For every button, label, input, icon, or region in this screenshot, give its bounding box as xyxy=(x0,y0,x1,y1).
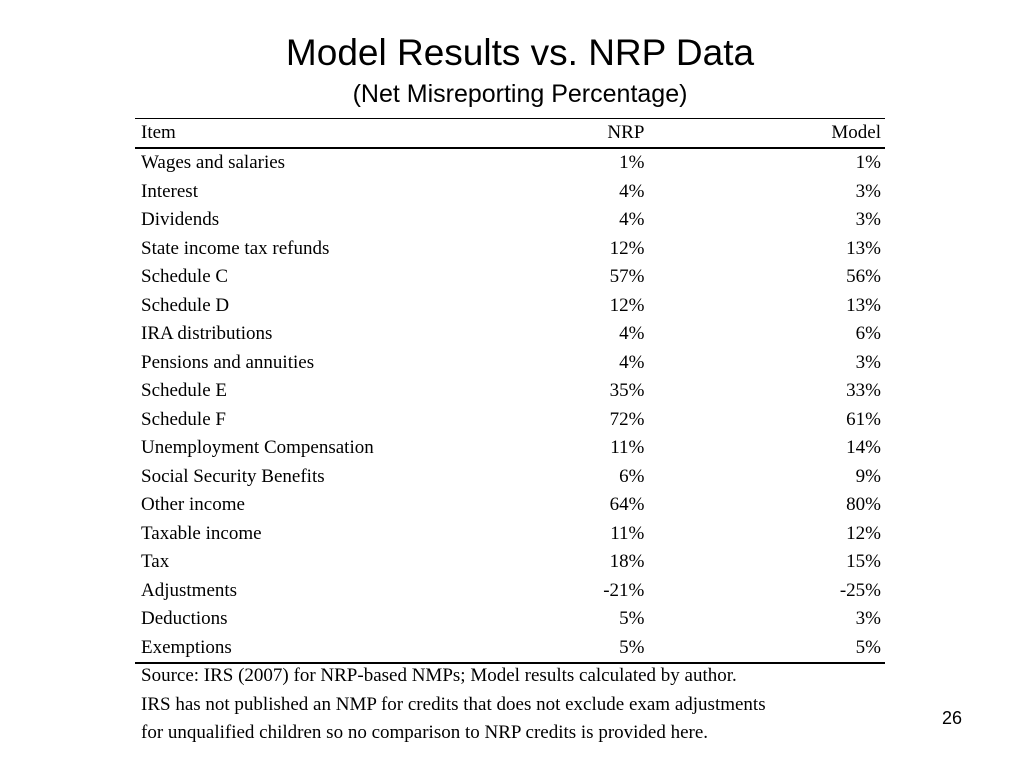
cell-item: Taxable income xyxy=(141,522,262,544)
table-row: Wages and salaries 1% 1% xyxy=(135,148,885,178)
cell-nrp: -21% xyxy=(603,579,645,601)
cell-nrp: 4% xyxy=(619,323,645,345)
header-row: Item NRP Model xyxy=(135,118,885,149)
cell-model: 12% xyxy=(846,522,881,544)
table-row: Tax 18% 15% xyxy=(135,548,885,577)
cell-model: 14% xyxy=(846,437,881,459)
footnote-credits-line-2: for unqualified children so no compariso… xyxy=(141,722,709,743)
cell-item: Schedule F xyxy=(141,408,226,430)
table-body: Wages and salaries 1% 1% Interest 4% 3% Divide… xyxy=(135,148,885,664)
cell-model: 13% xyxy=(846,294,881,316)
cell-item: IRA distributions xyxy=(141,323,273,345)
table-row: Other income 64% 80% xyxy=(135,491,885,520)
cell-item: Exemptions xyxy=(135,633,524,664)
cell-item: Deductions xyxy=(141,608,228,630)
cell-nrp: 4% xyxy=(619,351,645,373)
cell-nrp: 18% xyxy=(609,551,645,573)
cell-item: State income tax refunds xyxy=(141,237,330,259)
cell-nrp: 4% xyxy=(619,180,645,202)
cell-nrp: 11% xyxy=(610,522,645,544)
slide-subtitle: (Net Misreporting Percentage) xyxy=(352,80,688,108)
column-header-model: Model xyxy=(648,118,885,149)
cell-nrp: 12% xyxy=(609,237,645,259)
footnotes: Source: IRS (2007) for NRP-based NMPs; M… xyxy=(141,662,901,748)
cell-item: Other income xyxy=(141,494,245,516)
table-row: State income tax refunds 12% 13% xyxy=(135,235,885,264)
cell-nrp: 12% xyxy=(609,294,645,316)
cell-model: 80% xyxy=(846,494,881,516)
cell-item: Tax xyxy=(141,551,170,573)
cell-item: Wages and salaries xyxy=(141,152,286,174)
table-row: Pensions and annuities 4% 3% xyxy=(135,349,885,378)
cell-nrp: 57% xyxy=(609,266,645,288)
cell-model: 33% xyxy=(846,380,881,402)
cell-model: 5% xyxy=(648,633,885,664)
cell-nrp: 6% xyxy=(619,465,645,487)
cell-nrp: 11% xyxy=(610,437,645,459)
cell-model: -25% xyxy=(839,579,881,601)
cell-item: Social Security Benefits xyxy=(141,465,325,487)
cell-model: 9% xyxy=(855,465,881,487)
page-number: 26 xyxy=(941,708,962,728)
table-row: Deductions 5% 3% xyxy=(135,605,885,634)
footnote-source: Source: IRS (2007) for NRP-based NMPs; M… xyxy=(141,665,737,686)
cell-nrp: 5% xyxy=(619,608,645,630)
cell-item: Dividends xyxy=(141,209,220,231)
cell-model: 61% xyxy=(846,408,881,430)
cell-model: 1% xyxy=(855,152,881,174)
cell-model: 56% xyxy=(846,266,881,288)
cell-model: 3% xyxy=(855,608,881,630)
table-row: Social Security Benefits 6% 9% xyxy=(135,463,885,492)
column-header-nrp: NRP xyxy=(523,118,649,149)
table-row: Adjustments -21% -25% xyxy=(135,577,885,606)
cell-nrp: 4% xyxy=(619,209,645,231)
cell-item: Pensions and annuities xyxy=(141,351,315,373)
cell-model: 3% xyxy=(855,209,881,231)
cell-model: 3% xyxy=(855,351,881,373)
cell-nrp: 35% xyxy=(609,380,645,402)
cell-model: 3% xyxy=(855,180,881,202)
cell-model: 13% xyxy=(846,237,881,259)
cell-nrp: 5% xyxy=(523,633,649,664)
results-table: Item NRP Model Wages and salaries 1% 1% Int… xyxy=(135,118,885,664)
cell-item: Adjustments xyxy=(141,579,238,601)
cell-nrp: 72% xyxy=(609,408,645,430)
table-row: IRA distributions 4% 6% xyxy=(135,320,885,349)
table-header: Item NRP Model xyxy=(135,118,885,149)
cell-item: Schedule E xyxy=(141,380,228,402)
cell-item: Unemployment Compensation xyxy=(141,437,374,459)
cell-nrp: 64% xyxy=(609,494,645,516)
cell-item: Schedule C xyxy=(141,266,229,288)
table-row: Schedule C 57% 56% xyxy=(135,263,885,292)
slide-title: Model Results vs. NRP Data xyxy=(285,32,755,73)
cell-model: 15% xyxy=(846,551,881,573)
table-row: Schedule F 72% 61% xyxy=(135,406,885,435)
table-row: Schedule D 12% 13% xyxy=(135,292,885,321)
table-row: Dividends 4% 3% xyxy=(135,206,885,235)
footnote-credits-line-1: IRS has not published an NMP for credits… xyxy=(141,693,766,715)
table-row: Exemptions 5% 5% xyxy=(135,633,885,664)
table-row: Interest 4% 3% xyxy=(135,178,885,207)
table-row: Schedule E 35% 33% xyxy=(135,377,885,406)
cell-item: Schedule D xyxy=(141,294,230,316)
cell-nrp: 1% xyxy=(619,152,645,174)
cell-item: Interest xyxy=(141,180,198,202)
table-row: Taxable income 11% 12% xyxy=(135,520,885,549)
table-row: Unemployment Compensation 11% 14% xyxy=(135,434,885,463)
cell-model: 6% xyxy=(855,323,881,345)
column-header-item: Item xyxy=(135,118,524,149)
